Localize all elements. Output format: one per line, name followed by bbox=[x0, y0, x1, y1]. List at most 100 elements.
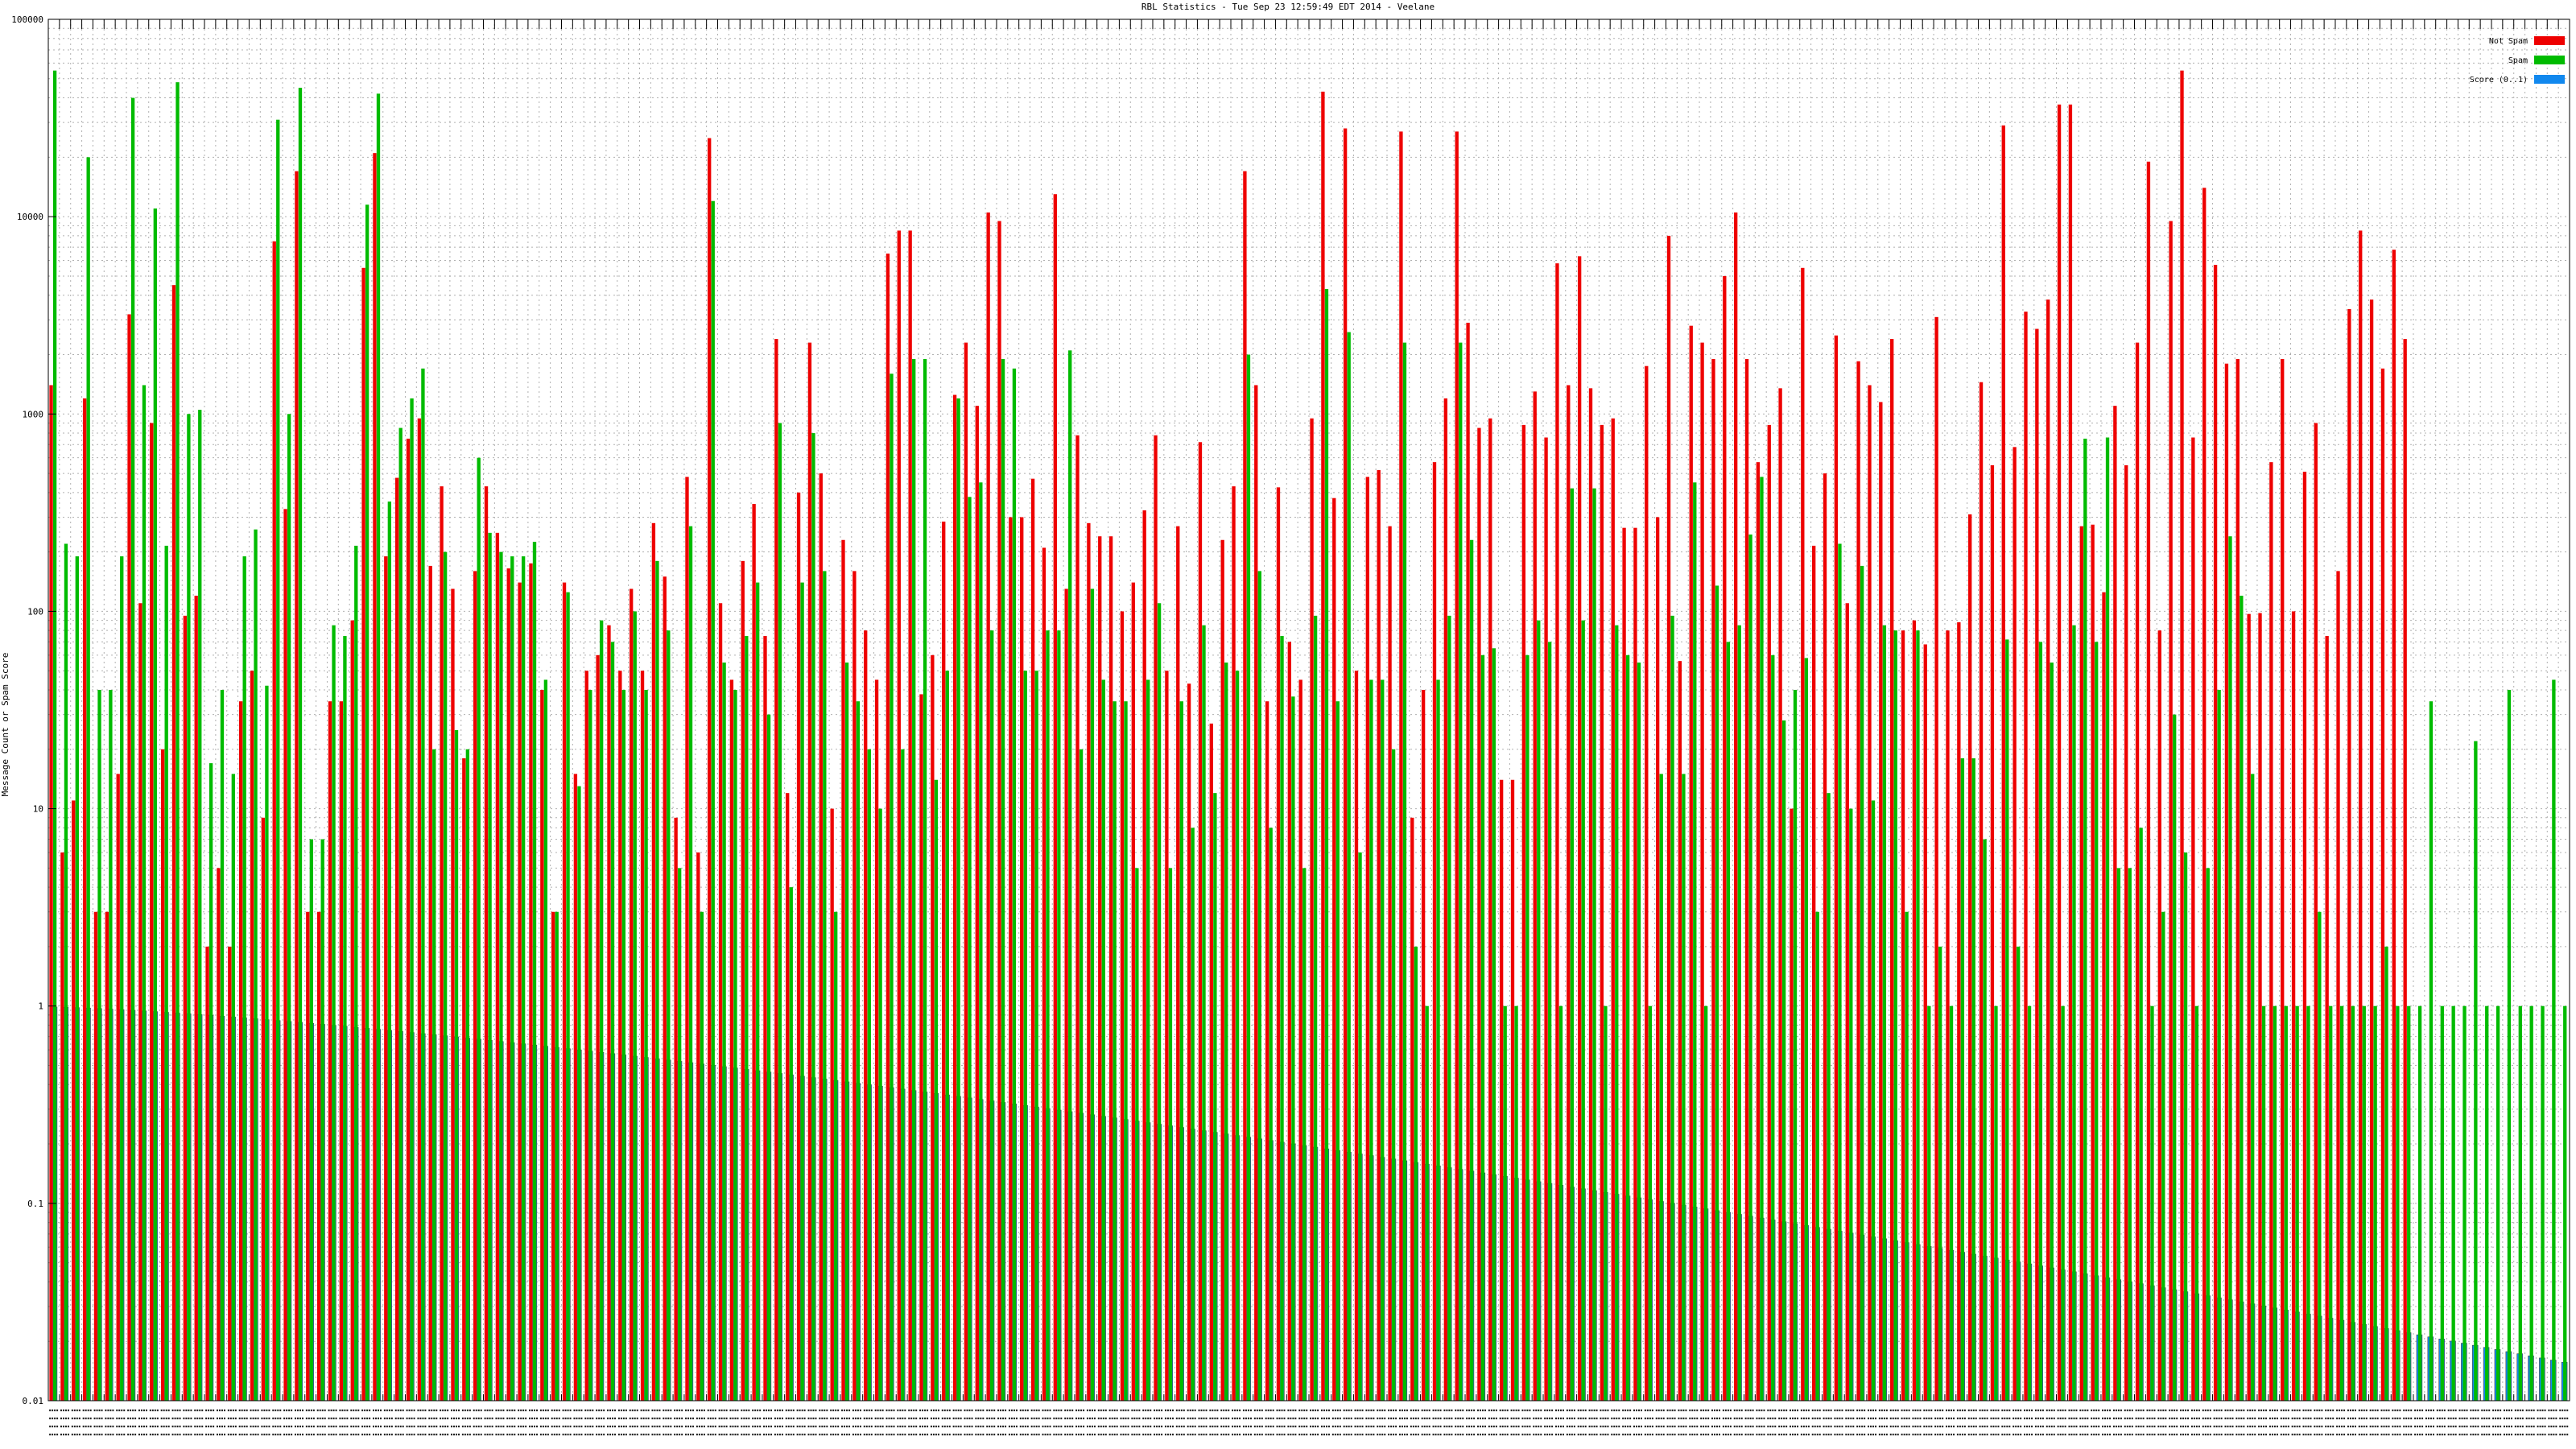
not-spam-bar bbox=[1812, 545, 1816, 1402]
spam-bar bbox=[208, 763, 213, 1401]
not-spam-bar bbox=[316, 911, 321, 1401]
spam-bar bbox=[2061, 1005, 2065, 1401]
spam-bar bbox=[265, 685, 269, 1401]
spam-bar bbox=[588, 689, 592, 1401]
not-spam-bar bbox=[1778, 388, 1782, 1401]
not-spam-bar bbox=[217, 868, 221, 1401]
spam-bar bbox=[2529, 1005, 2533, 1401]
not-spam-bar bbox=[1588, 388, 1593, 1401]
spam-bar bbox=[2284, 1005, 2288, 1401]
not-spam-bar bbox=[651, 522, 656, 1401]
spam-bar bbox=[332, 625, 336, 1401]
spam-bar bbox=[1737, 625, 1741, 1401]
spam-bar bbox=[811, 433, 815, 1402]
not-spam-bar bbox=[160, 749, 165, 1401]
not-spam-bar bbox=[261, 817, 266, 1401]
not-spam-bar bbox=[440, 486, 444, 1401]
spam-bar bbox=[198, 410, 202, 1401]
not-spam-bar bbox=[1711, 358, 1715, 1401]
not-spam-bar bbox=[60, 852, 64, 1401]
spam-bar bbox=[1324, 288, 1329, 1401]
spam-bar bbox=[1414, 946, 1418, 1401]
spam-bar bbox=[2206, 868, 2210, 1401]
spam-bar bbox=[2150, 1005, 2154, 1401]
spam-bar bbox=[979, 482, 983, 1401]
spam-bar bbox=[465, 749, 470, 1401]
spam-bar bbox=[365, 204, 369, 1402]
not-spam-bar bbox=[306, 911, 310, 1401]
not-spam-bar bbox=[1198, 442, 1203, 1401]
not-spam-bar bbox=[1243, 171, 1247, 1402]
not-spam-bar bbox=[1678, 661, 1682, 1401]
spam-bar bbox=[1537, 620, 1541, 1401]
spam-bar bbox=[1146, 679, 1150, 1401]
not-spam-bar bbox=[2046, 299, 2050, 1402]
spam-bar bbox=[901, 749, 905, 1401]
spam-bar bbox=[510, 556, 514, 1401]
not-spam-bar bbox=[2157, 630, 2161, 1401]
spam-bar bbox=[1012, 368, 1017, 1401]
spam-bar bbox=[2217, 689, 2221, 1401]
not-spam-bar bbox=[1332, 497, 1336, 1401]
not-spam-bar bbox=[2113, 406, 2117, 1402]
spam-bar bbox=[1101, 679, 1105, 1401]
not-spam-bar bbox=[2001, 125, 2005, 1401]
not-spam-bar bbox=[1209, 723, 1213, 1401]
spam-bar bbox=[1994, 1005, 1998, 1401]
spam-bar bbox=[1570, 488, 1575, 1401]
not-spam-bar bbox=[2380, 368, 2385, 1401]
spam-bar bbox=[1280, 636, 1284, 1401]
spam-bar bbox=[2306, 1005, 2310, 1401]
not-spam-bar bbox=[328, 701, 332, 1401]
spam-bar bbox=[1358, 852, 1362, 1401]
not-spam-bar bbox=[663, 576, 667, 1401]
not-spam-bar bbox=[1499, 779, 1504, 1401]
not-spam-bar bbox=[807, 342, 812, 1401]
not-spam-bar bbox=[1443, 398, 1448, 1401]
not-spam-bar bbox=[2369, 299, 2374, 1402]
y-tick-label: 0.1 bbox=[27, 1199, 43, 1209]
not-spam-bar bbox=[551, 911, 555, 1401]
spam-bar bbox=[521, 556, 526, 1401]
spam-bar bbox=[1558, 1005, 1563, 1401]
spam-bar bbox=[2240, 596, 2244, 1401]
not-spam-bar bbox=[1968, 514, 1972, 1401]
spam-bar bbox=[2128, 868, 2132, 1401]
not-spam-bar bbox=[49, 385, 53, 1401]
spam-bar bbox=[432, 749, 436, 1401]
spam-bar bbox=[2095, 642, 2099, 1401]
not-spam-bar bbox=[2180, 70, 2184, 1402]
spam-bar bbox=[1949, 1005, 1954, 1401]
not-spam-bar bbox=[2235, 358, 2240, 1401]
spam-bar bbox=[1771, 654, 1775, 1401]
not-spam-bar bbox=[607, 625, 611, 1401]
not-spam-bar bbox=[1957, 622, 1961, 1401]
spam-bar bbox=[1469, 539, 1474, 1401]
not-spam-bar bbox=[573, 774, 578, 1401]
spam-bar bbox=[1682, 774, 1686, 1401]
not-spam-bar bbox=[997, 221, 1001, 1401]
not-spam-bar bbox=[1154, 435, 1158, 1401]
spam-bar bbox=[2496, 1005, 2500, 1401]
not-spam-bar bbox=[105, 911, 109, 1401]
spam-bar bbox=[1079, 749, 1084, 1401]
spam-bar bbox=[1781, 720, 1786, 1401]
spam-bar bbox=[2261, 1005, 2266, 1401]
not-spam-bar bbox=[2258, 613, 2262, 1401]
not-spam-bar bbox=[138, 603, 142, 1401]
spam-bar bbox=[2552, 679, 2556, 1401]
spam-bar bbox=[1492, 648, 1496, 1401]
not-spam-bar bbox=[1120, 611, 1125, 1401]
spam-bar bbox=[2407, 1005, 2411, 1401]
spam-bar bbox=[254, 529, 258, 1401]
spam-bar bbox=[2339, 1005, 2344, 1401]
spam-bar bbox=[2027, 1005, 2032, 1401]
spam-bar bbox=[555, 911, 559, 1401]
not-spam-bar bbox=[1790, 808, 1794, 1401]
spam-bar bbox=[276, 119, 280, 1401]
spam-bar bbox=[1547, 642, 1552, 1401]
not-spam-bar bbox=[1767, 424, 1771, 1401]
not-spam-bar bbox=[919, 694, 923, 1401]
not-spam-bar bbox=[350, 620, 354, 1401]
